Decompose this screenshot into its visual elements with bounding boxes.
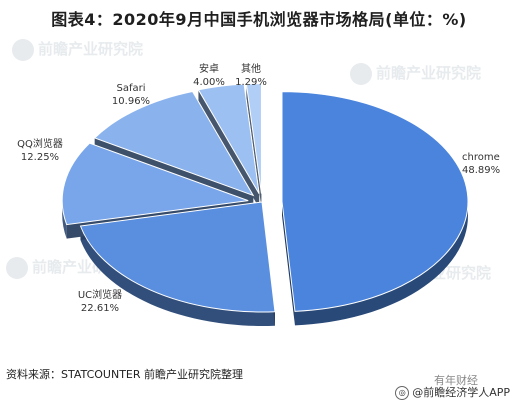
- pie-slice: [93, 90, 255, 197]
- pie-slice: [281, 91, 469, 312]
- wechat-account: 有年财经: [434, 374, 478, 387]
- pie-slice: [61, 142, 249, 226]
- slice-value-label: 22.61%: [81, 303, 119, 314]
- slice-value-label: 48.89%: [462, 165, 500, 176]
- pie-slice-side: [62, 200, 67, 239]
- brand-footer: ◎ @前瞻经济学人APP: [395, 384, 510, 400]
- pie-slice: [245, 83, 262, 194]
- chart-title: 图表4：2020年9月中国手机浏览器市场格局(单位：%): [51, 10, 467, 29]
- slice-label: QQ浏览器: [17, 137, 63, 150]
- slice-label: UC浏览器: [78, 288, 122, 301]
- slice-value-label: 1.29%: [235, 77, 267, 88]
- brand-logo-icon: ◎: [395, 386, 410, 400]
- pie-slice-side: [80, 225, 275, 326]
- slice-value-label: 10.96%: [112, 96, 150, 107]
- slice-label: 安卓: [199, 62, 219, 75]
- slice-label: Safari: [116, 83, 145, 94]
- slice-value-label: 4.00%: [193, 77, 225, 88]
- slice-label: chrome: [462, 152, 500, 163]
- slice-label: 其他: [241, 62, 261, 75]
- pie-slice-side: [294, 201, 468, 326]
- pie-slice: [79, 201, 276, 313]
- slice-value-label: 12.25%: [21, 152, 59, 163]
- pie-tops: [61, 83, 469, 313]
- source-note: 资料来源：STATCOUNTER 前瞻产业研究院整理: [6, 368, 244, 381]
- pie-slice: [197, 83, 260, 195]
- pie-slice-wall: [198, 89, 260, 208]
